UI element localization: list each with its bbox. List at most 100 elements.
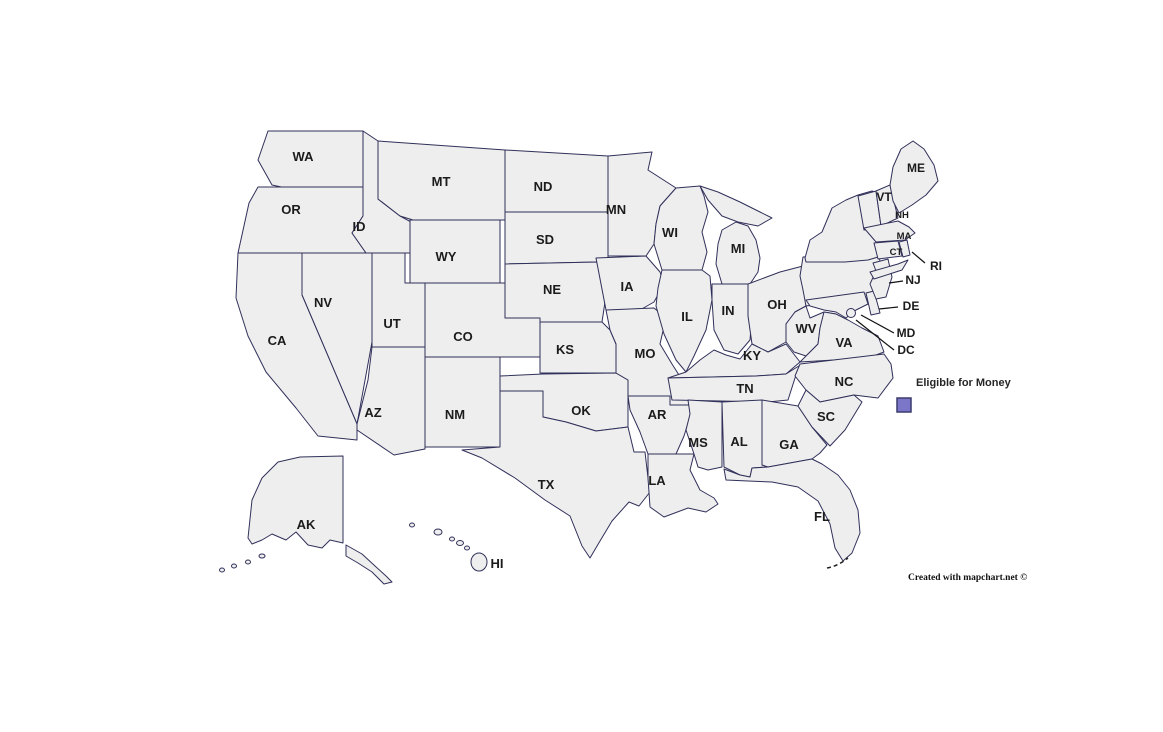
state-hawaii-big-island[interactable]: [470, 552, 488, 572]
state-label-ok: OK: [571, 403, 591, 418]
state-louisiana[interactable]: [647, 453, 719, 518]
state-texas[interactable]: [461, 390, 651, 559]
state-label-ri: RI: [930, 259, 942, 273]
state-new-hampshire[interactable]: [875, 184, 899, 227]
state-massachusetts[interactable]: [863, 220, 916, 243]
state-label-me: ME: [907, 161, 925, 175]
state-wisconsin[interactable]: [653, 185, 709, 271]
state-label-id: ID: [353, 219, 366, 234]
state-label-dc: DC: [897, 343, 915, 357]
state-label-wy: WY: [436, 249, 457, 264]
state-rhode-island[interactable]: [898, 239, 911, 258]
state-label-ar: AR: [648, 407, 667, 422]
attribution-text: Created with mapchart.net ©: [908, 572, 1027, 583]
state-label-tn: TN: [736, 381, 753, 396]
leader-line-md: [860, 314, 895, 334]
state-label-in: IN: [722, 303, 735, 318]
state-california[interactable]: [235, 252, 358, 441]
state-label-sd: SD: [536, 232, 554, 247]
state-label-mo: MO: [635, 346, 656, 361]
state-indiana[interactable]: [711, 283, 753, 355]
state-hawaii-island[interactable]: [409, 522, 415, 528]
state-label-mt: MT: [432, 174, 451, 189]
state-label-ky: KY: [743, 348, 761, 363]
state-label-va: VA: [835, 335, 853, 350]
state-kansas[interactable]: [539, 321, 617, 374]
state-new-mexico[interactable]: [424, 356, 501, 448]
state-mississippi[interactable]: [685, 399, 723, 471]
leader-line-ri: [911, 251, 926, 264]
state-label-ut: UT: [383, 316, 400, 331]
florida-keys: [826, 557, 849, 569]
state-label-tx: TX: [538, 477, 555, 492]
state-delaware[interactable]: [865, 290, 881, 316]
state-labels: WA OR CA NV ID MT WY UT CO AZ NM ND SD N…: [268, 149, 942, 571]
state-label-ma: MA: [897, 231, 912, 242]
state-michigan-lower[interactable]: [715, 221, 761, 285]
state-south-carolina[interactable]: [797, 389, 863, 447]
state-label-la: LA: [648, 473, 666, 488]
state-label-az: AZ: [364, 405, 381, 420]
state-new-jersey[interactable]: [869, 258, 893, 300]
state-district-of-columbia[interactable]: [846, 308, 856, 318]
state-florida[interactable]: [723, 458, 861, 562]
state-label-mi: MI: [731, 241, 745, 256]
state-label-nm: NM: [445, 407, 465, 422]
state-connecticut[interactable]: [873, 240, 903, 260]
state-alaska-island[interactable]: [245, 559, 251, 565]
state-hawaii-island[interactable]: [449, 536, 455, 542]
state-label-wa: WA: [293, 149, 315, 164]
state-label-ks: KS: [556, 342, 574, 357]
state-north-dakota[interactable]: [504, 149, 609, 213]
state-label-ct: CT: [890, 247, 903, 258]
state-label-sc: SC: [817, 409, 836, 424]
state-label-nc: NC: [835, 374, 854, 389]
state-alaska-island[interactable]: [231, 563, 237, 569]
state-label-de: DE: [903, 299, 920, 313]
state-alaska[interactable]: [247, 455, 344, 549]
state-label-nd: ND: [534, 179, 553, 194]
state-south-dakota[interactable]: [504, 211, 609, 265]
state-label-fl: FL: [814, 509, 830, 524]
state-label-ga: GA: [779, 437, 799, 452]
state-new-york-long-island[interactable]: [869, 259, 909, 280]
state-label-wv: WV: [796, 321, 817, 336]
state-label-nh: NH: [895, 210, 909, 221]
state-label-al: AL: [730, 434, 747, 449]
state-hawaii-island[interactable]: [464, 545, 470, 551]
state-label-oh: OH: [767, 297, 787, 312]
state-michigan-upper[interactable]: [699, 185, 773, 227]
leader-line-dc: [855, 319, 895, 351]
state-oregon[interactable]: [237, 186, 367, 254]
states-layer: [219, 130, 939, 585]
state-alaska-panhandle[interactable]: [345, 544, 393, 585]
state-arkansas[interactable]: [627, 395, 693, 455]
leader-line-de: [878, 306, 899, 310]
state-label-mn: MN: [606, 202, 626, 217]
state-label-or: OR: [281, 202, 301, 217]
legend-swatch: [896, 397, 912, 413]
state-label-hi: HI: [491, 556, 504, 571]
state-label-ak: AK: [297, 517, 316, 532]
leader-line-nj: [888, 280, 904, 284]
state-label-ms: MS: [688, 435, 708, 450]
state-hawaii-island[interactable]: [433, 528, 443, 536]
state-hawaii-island[interactable]: [456, 540, 464, 546]
state-label-co: CO: [453, 329, 473, 344]
legend-label: Eligible for Money: [916, 377, 1012, 389]
leader-lines: [855, 251, 926, 351]
state-label-ne: NE: [543, 282, 561, 297]
state-label-vt: VT: [876, 190, 892, 204]
state-label-nv: NV: [314, 295, 332, 310]
state-maine[interactable]: [889, 140, 939, 214]
state-label-il: IL: [681, 309, 693, 324]
state-label-md: MD: [897, 326, 916, 340]
state-label-ia: IA: [621, 279, 635, 294]
state-label-wi: WI: [662, 225, 678, 240]
state-alaska-island[interactable]: [219, 567, 225, 573]
state-illinois[interactable]: [655, 269, 713, 373]
legend: Eligible for Money: [896, 377, 1012, 413]
state-alaska-island[interactable]: [258, 553, 266, 559]
state-label-nj: NJ: [905, 273, 920, 287]
